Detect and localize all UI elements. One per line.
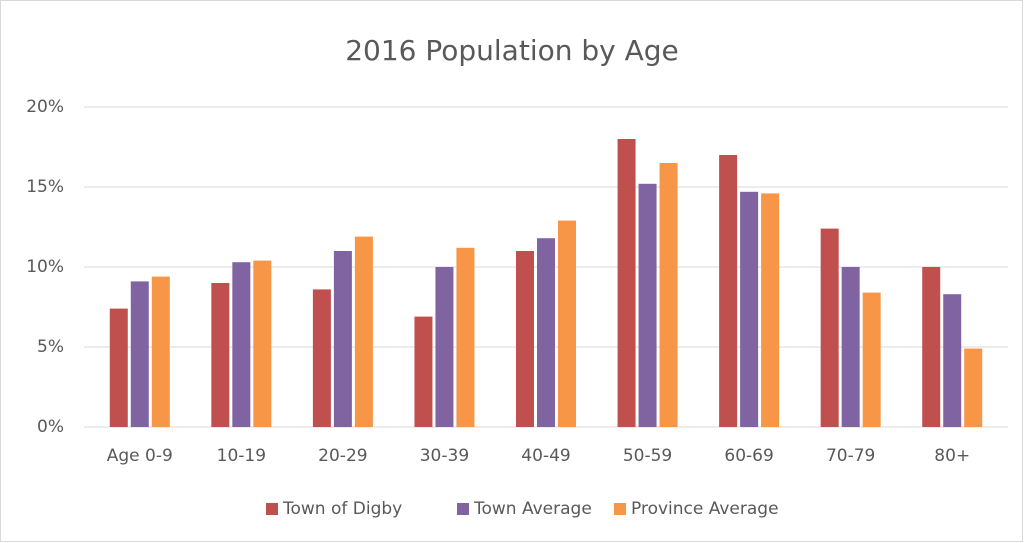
bar [841,267,860,427]
bar [435,267,454,427]
y-tick-label: 10% [26,257,64,277]
bar [109,308,128,427]
bar [253,260,272,427]
chart-title: 2016 Population by Age [345,34,679,67]
x-tick-label: Age 0-9 [107,446,173,466]
x-tick-label: 60-69 [724,446,773,466]
legend-swatch [614,503,626,515]
bar [964,348,983,427]
bar [862,292,881,427]
legend-swatch [457,503,469,515]
legend-swatch [266,503,278,515]
legend-label: Province Average [631,499,779,519]
bar [659,163,678,427]
x-tick-label: 40-49 [521,446,570,466]
bar [922,267,941,427]
x-tick-label: 70-79 [826,446,875,466]
bar [740,191,759,427]
bar [151,276,170,427]
x-tick-label: 80+ [934,446,970,466]
bar [354,236,373,427]
bar [414,316,433,427]
y-tick-label: 20% [26,97,64,117]
y-tick-label: 0% [37,417,64,437]
legend-label: Town of Digby [282,499,402,519]
bar [456,247,475,427]
x-tick-label: 30-39 [420,446,469,466]
bar [211,283,230,427]
y-tick-label: 15% [26,177,64,197]
bar [130,281,149,427]
bar [333,251,352,427]
x-tick-label: 20-29 [318,446,367,466]
x-tick-label: 10-19 [217,446,266,466]
bar [820,228,839,427]
bar [943,294,962,427]
bar [761,193,780,427]
bar [558,220,576,427]
bar [516,251,534,427]
y-tick-label: 5% [37,337,64,357]
bar [232,262,251,427]
bar [617,139,636,427]
bar [638,183,657,427]
legend-label: Town Average [473,499,592,519]
bar [312,289,331,427]
bar [719,155,738,427]
x-tick-label: 50-59 [623,446,672,466]
bar [537,238,555,427]
